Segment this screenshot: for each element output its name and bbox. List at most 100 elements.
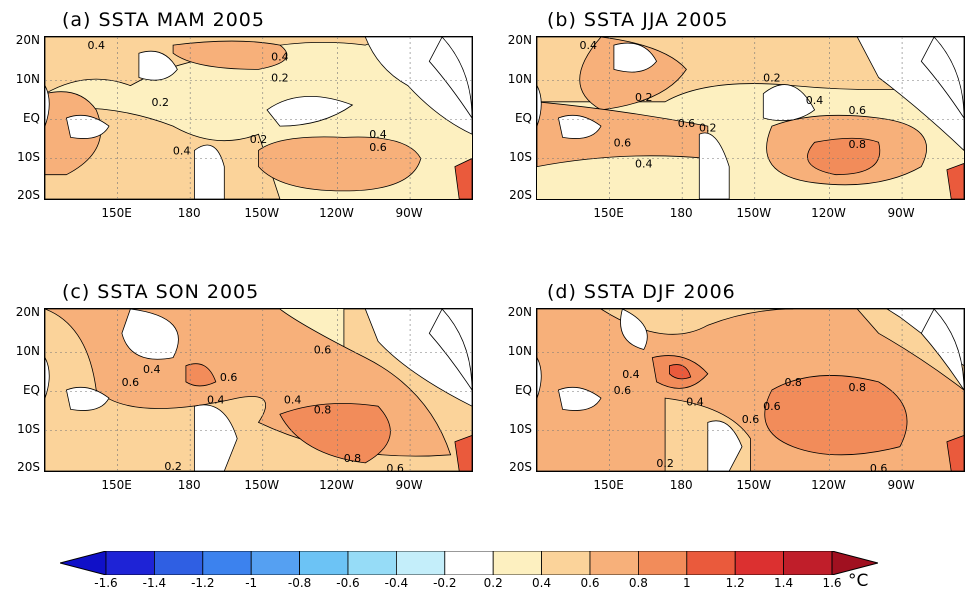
contour-label: 0.2 [152,96,170,109]
contour-label: 0.4 [369,128,387,141]
colorbar-segment [250,551,300,575]
contour-region [194,404,238,471]
sst-anomaly-map: 0.4 0.6 0.6 0.6 0.4 0.4 0.8 0.2 0.8 0.6 [44,308,473,472]
contour-region [172,40,288,70]
lon-tick-label: 120W [811,478,846,492]
contour-label: 0.2 [656,457,674,470]
lon-tick-label: 90W [887,478,915,492]
lat-tick-label: EQ [22,110,40,125]
colorbar-segment [444,551,494,575]
lat-tick-label: EQ [514,382,532,397]
colorbar [60,551,878,575]
land-mass [428,309,472,391]
contour-label: 0.2 [635,91,653,104]
lon-tick-label: 150W [244,478,280,492]
contour-label: 0.8 [314,403,332,416]
contour-label: 0.4 [143,363,161,376]
lon-tick-label: 150E [593,478,624,492]
sst-anomaly-map: 0.4 0.6 0.4 0.8 0.6 0.6 0.8 0.2 0.6 [536,308,965,472]
contour-region [807,137,881,176]
contour-label: 0.6 [763,400,781,413]
colorbar-tick-label: -0.2 [433,576,457,590]
land-mass [557,386,602,411]
contour-label: 0.8 [344,452,362,465]
land-mass [557,114,602,139]
lat-tick-label: 20S [509,188,532,203]
contour-region [279,403,391,464]
contour-region [669,364,692,380]
colorbar-segment [105,551,155,575]
colorbar-tick-label: -1.6 [94,576,118,590]
colorbar-tick-label: 1.6 [822,576,842,590]
contour-label: 0.6 [849,104,867,117]
colorbar-tick-label: -1.4 [142,576,167,590]
contour-label: 0.2 [699,122,717,135]
contour-label: 0.4 [806,94,824,107]
lat-tick-label: 10S [17,149,40,164]
lat-tick-label: EQ [22,382,40,397]
contour-label: 0.6 [122,376,139,389]
contour-region [946,434,964,471]
land-mass [65,386,110,411]
colorbar-tick-label: -0.6 [336,576,360,590]
contour-region [454,434,472,471]
contour-region [946,162,964,199]
land-mass [45,85,50,127]
contour-label: 0.4 [284,394,302,407]
contour-region [620,309,648,350]
contour-region [121,309,179,360]
colorbar-segment [395,551,446,575]
land-mass [65,114,110,139]
land-mass [537,85,542,127]
lat-tick-label: EQ [514,110,532,125]
land-mass [537,357,542,399]
lon-tick-label: 180 [669,206,693,220]
lat-tick-label: 10N [15,343,40,358]
contour-label: 0.6 [614,384,632,397]
colorbar-segment [299,551,349,575]
lon-tick-label: 90W [887,206,915,220]
lat-tick-label: 20N [15,304,40,319]
colorbar-segment [541,551,591,575]
panel-title: (c) SSTA SON 2005 [62,281,260,303]
contour-region [138,50,178,81]
colorbar-segment [347,551,397,575]
colorbar-segment [589,551,639,575]
colorbar-max-extension [831,551,878,575]
colorbar-tick-label: 0.8 [628,576,648,590]
lat-tick-label: 10S [509,421,532,436]
lon-tick-label: 150E [101,478,132,492]
lat-tick-label: 10N [507,343,532,358]
colorbar-segment [734,551,785,575]
lat-tick-label: 20S [17,188,40,203]
colorbar-tick-label: -1.2 [191,576,215,590]
contour-label: 0.8 [849,138,867,151]
contour-label: 0.6 [386,462,404,471]
map-plot: 0.40.60.40.80.60.60.80.2 0.6 [537,309,964,471]
lon-tick-label: 120W [811,206,846,220]
lon-tick-label: 120W [319,478,354,492]
contour-region [258,136,422,192]
panel-title: (a) SSTA MAM 2005 [62,9,265,31]
lon-tick-label: 180 [177,478,201,492]
contour-region [579,37,687,111]
contour-region [762,84,816,122]
contour-label: 0.6 [220,371,238,384]
colorbar-min-extension [60,551,107,575]
colorbar-tick-label: -0.8 [287,576,312,590]
contour-label: 0.4 [635,157,653,170]
lat-tick-label: 20N [15,32,40,47]
contour-label: 0.8 [784,376,802,389]
contour-label: 0.4 [173,144,191,157]
colorbar-segment [154,551,204,575]
lon-tick-label: 90W [395,206,423,220]
lon-tick-label: 180 [669,478,693,492]
contour-label: 0.4 [207,394,225,407]
lat-tick-label: 10S [509,149,532,164]
contour-label: 0.2 [250,133,268,146]
colorbar-segment [686,551,736,575]
contour-label: 0.6 [742,413,760,426]
contour-label: 0.2 [271,72,289,85]
lon-tick-label: 150W [736,206,772,220]
colorbar-segment [783,551,833,575]
